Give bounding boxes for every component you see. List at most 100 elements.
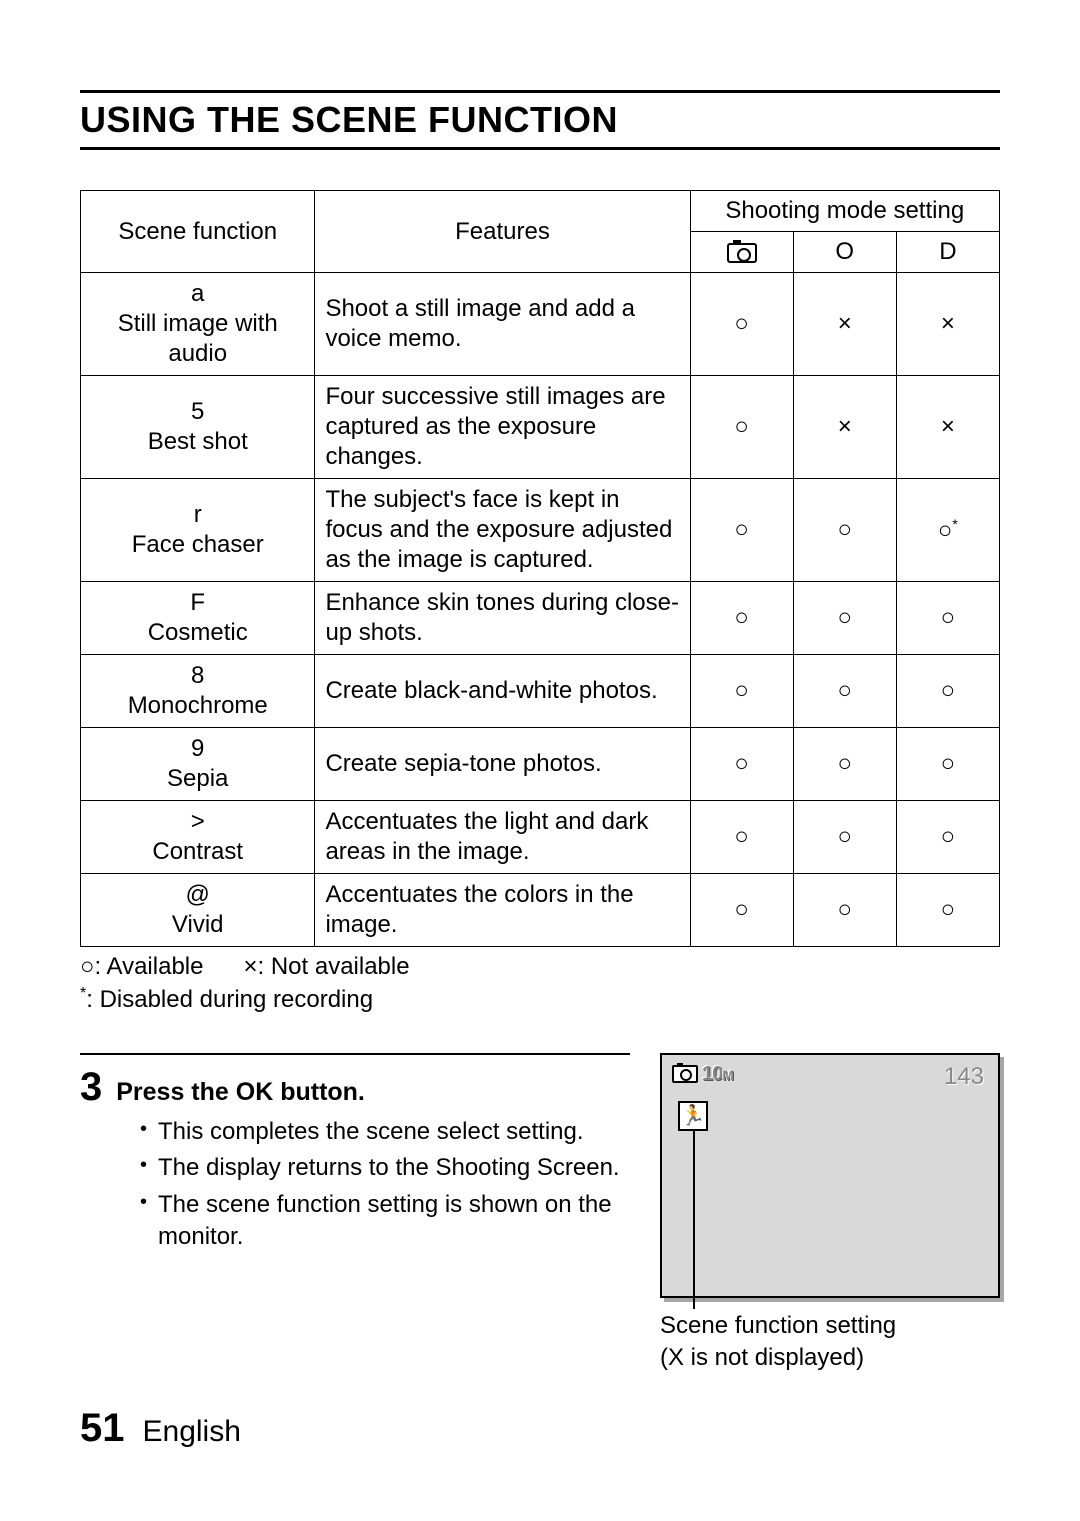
feature-cell: Shoot a still image and add a voice memo… [315,273,690,376]
scene-name: Still image with audio [118,310,278,367]
mode-cell-2: × [793,273,896,376]
step-bullet: The scene function setting is shown on t… [140,1189,630,1254]
table-row: > Contrast Accentuates the light and dark … [81,801,1000,874]
scene-name: Face chaser [132,531,264,558]
step-number: 3 [80,1065,102,1110]
language-label: English [143,1415,241,1449]
header-mode-2: O [793,232,896,273]
mode-cell-3: × [896,273,999,376]
legend-available: ○: Available [80,953,203,980]
title-rule-bottom [80,147,1000,150]
mode-cell-1: ○ [690,376,793,479]
scene-function-cell: F Cosmetic [81,582,315,655]
mode-cell-3: ○ [896,728,999,801]
caption-line-2: (X is not displayed) [660,1344,864,1371]
scene-function-cell: @Vivid [81,874,315,947]
mode-cell-3: ○* [896,479,999,582]
page-number: 51 [80,1406,125,1451]
scene-function-cell: 8 Monochrome [81,655,315,728]
scene-symbol: 5 [191,398,204,425]
mode-cell-3: × [896,376,999,479]
mode-cell-1: ○ [690,728,793,801]
mode-cell-2: ○ [793,655,896,728]
feature-cell: Four successive still images are capture… [315,376,690,479]
page-footer: 51 English [80,1406,241,1451]
scene-symbol: 8 [191,662,204,689]
mode-cell-2: ○ [793,728,896,801]
scene-function-badge: 🏃 [678,1101,708,1131]
scene-symbol: > [191,808,205,835]
step-heading-row: 3 Press the OK button. [80,1065,630,1110]
table-row: @VividAccentuates the colors in the imag… [81,874,1000,947]
table-row: 8 Monochrome Create black-and-white photos… [81,655,1000,728]
feature-cell: Create sepia-tone photos. [315,728,690,801]
step-bullet-list: This completes the scene select setting.… [140,1116,630,1254]
header-shooting-mode: Shooting mode setting [690,191,999,232]
scene-symbol: F [190,589,205,616]
step-bullet: This completes the scene select setting. [140,1116,630,1148]
step-heading: Press the OK button. [116,1078,365,1107]
resolution-indicator: 10M [702,1063,733,1086]
header-mode-camera [690,232,793,273]
frame-counter: 143 [944,1063,984,1091]
scene-symbol: a [191,280,204,307]
feature-cell: Accentuates the colors in the image. [315,874,690,947]
table-row: 5 Best shot Four successive still images a… [81,376,1000,479]
table-header-row: Scene function Features Shooting mode se… [81,191,1000,232]
scene-function-cell: > Contrast [81,801,315,874]
screen-top-icons: 10M [672,1063,733,1086]
scene-function-cell: a Still image with audio [81,273,315,376]
camera-mode-icon [672,1065,698,1083]
mode-cell-3: ○ [896,801,999,874]
feature-cell: The subject's face is kept in focus and … [315,479,690,582]
resolution-unit: M [722,1067,733,1083]
table-row: r Face chaser The subject's face is kept i… [81,479,1000,582]
scene-name: Cosmetic [148,619,248,646]
feature-cell: Accentuates the light and dark areas in … [315,801,690,874]
mode-cell-1: ○ [690,582,793,655]
table-body: a Still image with audio Shoot a still ima… [81,273,1000,947]
screen-illustration-block: 10M 143 🏃 Scene function setting (X is n… [660,1053,1000,1375]
callout-line [693,1131,695,1309]
scene-name: Sepia [167,765,228,792]
mode-cell-1: ○ [690,655,793,728]
sports-scene-icon: 🏃 [681,1103,706,1128]
scene-symbol: 9 [191,735,204,762]
scene-function-cell: r Face chaser [81,479,315,582]
scene-function-table: Scene function Features Shooting mode se… [80,190,1000,947]
scene-name: Best shot [148,428,248,455]
legend-not-available: ×: Not available [243,953,409,980]
mode-cell-2: ○ [793,874,896,947]
feature-cell: Create black-and-white photos. [315,655,690,728]
header-scene-function: Scene function [81,191,315,273]
mode-cell-1: ○ [690,874,793,947]
mode-cell-1: ○ [690,479,793,582]
step-bullet: The display returns to the Shooting Scre… [140,1152,630,1184]
mode-cell-3: ○ [896,582,999,655]
caption-line-1: Scene function setting [660,1312,896,1339]
scene-name: Contrast [152,838,243,865]
screen-caption: Scene function setting (X is not display… [660,1310,1000,1375]
camera-screen: 10M 143 🏃 [660,1053,1000,1298]
table-row: 9SepiaCreate sepia-tone photos.○○○ [81,728,1000,801]
table-row: F Cosmetic Enhance skin tones during close… [81,582,1000,655]
manual-page: USING THE SCENE FUNCTION Scene function … [0,0,1080,1521]
header-features: Features [315,191,690,273]
table-legend: ○: Available ×: Not available *: Disable… [80,951,1000,1017]
scene-symbol: @ [186,881,210,908]
feature-cell: Enhance skin tones during close-up shots… [315,582,690,655]
mode-cell-2: × [793,376,896,479]
mode-cell-3: ○ [896,655,999,728]
mode-cell-3: ○ [896,874,999,947]
mode-cell-2: ○ [793,801,896,874]
step-section: 3 Press the OK button. This completes th… [80,1053,1000,1375]
camera-icon [727,243,757,263]
resolution-num: 10 [702,1063,722,1085]
mode-cell-1: ○ [690,801,793,874]
mode-cell-1: ○ [690,273,793,376]
step-text-block: 3 Press the OK button. This completes th… [80,1053,630,1258]
scene-symbol: r [194,501,202,528]
legend-disabled: : Disabled during recording [86,986,373,1013]
scene-name: Monochrome [128,692,268,719]
header-mode-3: D [896,232,999,273]
